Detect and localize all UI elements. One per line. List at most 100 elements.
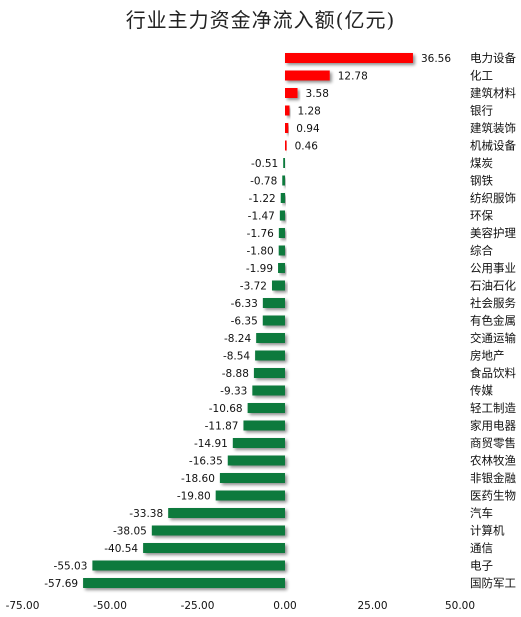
category-label-4: 建筑装饰 (470, 121, 516, 135)
data-label-19: -9.33 (220, 386, 247, 398)
bar-19 (252, 385, 285, 396)
data-label-9: -1.47 (248, 211, 275, 223)
category-label-22: 商贸零售 (470, 436, 516, 450)
category-label-10: 美容护理 (470, 226, 516, 240)
bar-28 (143, 543, 285, 553)
x-tick-label-3: 0.00 (273, 600, 296, 612)
category-label-19: 传媒 (470, 384, 493, 398)
bar-11 (278, 245, 285, 256)
category-label-12: 公用事业 (470, 261, 516, 275)
bar-0 (285, 53, 413, 63)
category-label-18: 食品饮料 (470, 366, 516, 380)
data-label-4: 0.94 (296, 123, 320, 135)
bar-8 (280, 193, 285, 203)
x-tick-label-2: -25.00 (181, 600, 215, 612)
data-label-0: 36.56 (421, 53, 451, 65)
bar-20 (247, 403, 285, 413)
category-label-6: 煤炭 (470, 156, 493, 170)
data-label-24: -18.60 (181, 473, 215, 485)
x-tick-label-5: 50.00 (445, 600, 475, 612)
category-label-24: 非银金融 (470, 471, 516, 485)
data-label-5: 0.46 (295, 141, 319, 153)
category-label-2: 建筑材料 (470, 86, 516, 100)
category-label-15: 有色金属 (470, 314, 516, 328)
bar-1 (285, 70, 330, 81)
x-tick-label-0: -75.00 (6, 600, 40, 612)
bar-24 (219, 473, 285, 483)
data-label-2: 3.58 (306, 88, 329, 100)
data-label-3: 1.28 (297, 106, 320, 118)
bar-13 (271, 280, 285, 291)
bar-14 (262, 298, 285, 308)
bar-9 (279, 210, 285, 221)
data-label-28: -40.54 (104, 543, 138, 555)
category-label-7: 钢铁 (470, 174, 493, 188)
data-label-11: -1.80 (247, 246, 274, 258)
category-label-28: 通信 (470, 541, 493, 555)
data-label-20: -10.68 (209, 403, 243, 415)
data-label-14: -6.33 (231, 298, 258, 310)
bar-4 (285, 123, 289, 133)
category-label-8: 纺织服饰 (470, 191, 516, 205)
bar-5 (285, 140, 287, 151)
data-label-21: -11.87 (205, 421, 239, 433)
data-label-7: -0.78 (250, 176, 277, 188)
category-label-11: 综合 (470, 244, 493, 258)
data-label-26: -33.38 (129, 508, 163, 520)
category-label-20: 轻工制造 (470, 401, 516, 415)
bar-21 (243, 420, 285, 431)
bar-10 (278, 228, 285, 238)
data-label-12: -1.99 (246, 263, 273, 275)
bar-18 (253, 368, 285, 378)
bar-15 (262, 315, 285, 326)
data-label-23: -16.35 (189, 456, 223, 468)
x-tick-label-4: 25.00 (357, 600, 387, 612)
bar-12 (278, 263, 285, 273)
category-label-1: 化工 (470, 69, 493, 83)
data-label-30: -57.69 (44, 578, 78, 590)
category-label-29: 电子 (470, 559, 493, 573)
category-label-27: 计算机 (470, 524, 505, 538)
data-label-17: -8.54 (223, 351, 250, 363)
chart-title: 行业主力资金净流入额(亿元) (125, 8, 396, 32)
category-label-30: 国防军工 (470, 576, 516, 590)
data-label-13: -3.72 (240, 281, 267, 293)
bar-23 (227, 455, 285, 466)
data-label-8: -1.22 (249, 193, 276, 205)
category-label-14: 社会服务 (470, 296, 516, 310)
category-label-17: 房地产 (470, 349, 505, 363)
bar-22 (232, 438, 285, 448)
bar-30 (83, 578, 286, 588)
category-label-13: 石油石化 (470, 279, 516, 293)
category-label-25: 医药生物 (470, 489, 516, 503)
bar-7 (282, 175, 285, 186)
bar-6 (283, 158, 285, 168)
data-label-22: -14.91 (194, 438, 228, 450)
bar-17 (255, 350, 285, 361)
category-label-3: 银行 (470, 104, 493, 118)
data-label-1: 12.78 (338, 71, 368, 83)
bar-29 (92, 560, 286, 571)
bar-27 (151, 525, 285, 536)
category-label-9: 环保 (470, 209, 493, 223)
bar-16 (256, 333, 285, 343)
bar-3 (285, 105, 290, 116)
category-label-21: 家用电器 (470, 419, 516, 433)
data-label-25: -19.80 (177, 491, 211, 503)
data-label-10: -1.76 (247, 228, 274, 240)
bar-25 (215, 490, 285, 501)
category-label-0: 电力设备 (470, 51, 516, 65)
category-label-5: 机械设备 (470, 139, 516, 153)
bar-2 (285, 88, 298, 98)
data-label-16: -8.24 (224, 333, 251, 345)
data-label-18: -8.88 (222, 368, 249, 380)
data-label-15: -6.35 (231, 316, 258, 328)
x-tick-label-1: -50.00 (93, 600, 127, 612)
category-label-16: 交通运输 (470, 331, 516, 345)
bar-26 (168, 508, 285, 518)
data-label-29: -55.03 (54, 561, 88, 573)
category-label-23: 农林牧渔 (470, 454, 516, 468)
data-label-27: -38.05 (113, 526, 147, 538)
category-label-26: 汽车 (470, 506, 493, 520)
